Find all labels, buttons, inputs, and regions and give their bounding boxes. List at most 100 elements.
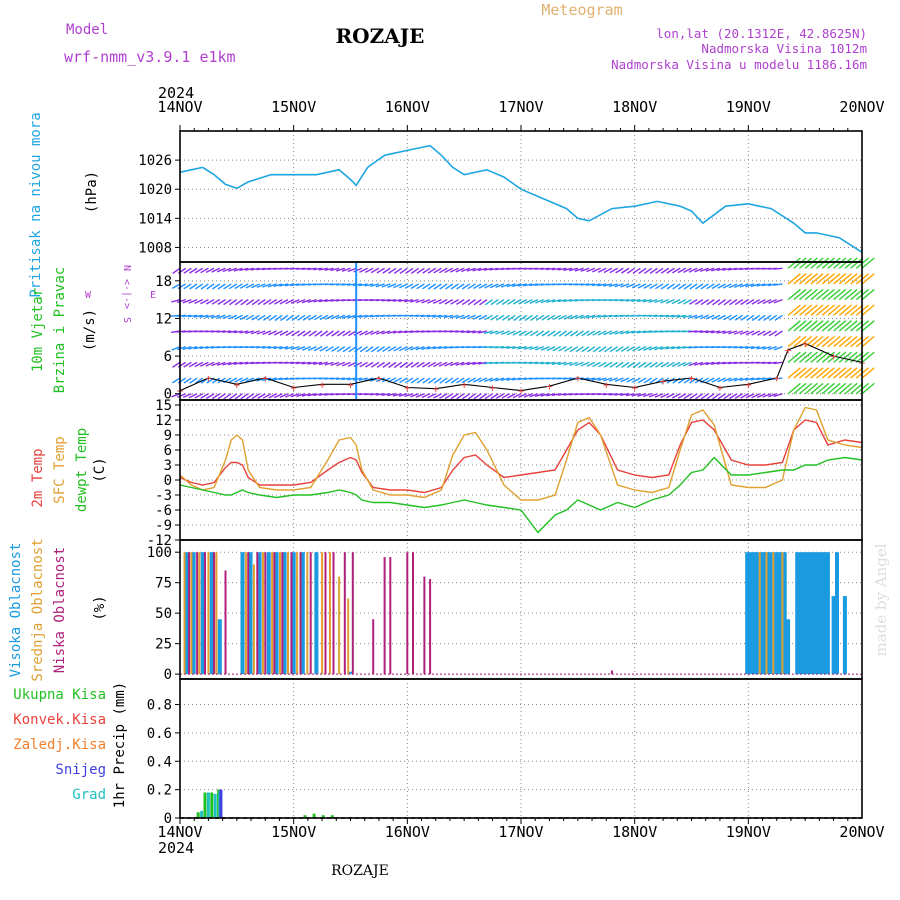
wind-barb: [422, 283, 431, 290]
wind-barb: [285, 330, 295, 337]
wind-barb: [821, 320, 835, 332]
wind-barb: [804, 257, 818, 269]
wind-barb: [821, 273, 835, 285]
wind-barb: [193, 346, 203, 350]
wind-gust-marker: +: [717, 381, 724, 394]
wind-gust-marker: +: [376, 372, 383, 385]
low-cloud-bar: [610, 670, 613, 675]
wind-barb: [750, 377, 760, 381]
wind-barb: [210, 330, 220, 333]
wind-barb: [637, 283, 647, 289]
wind-barb: [665, 298, 675, 304]
wind-barb: [500, 345, 510, 349]
wind-barb: [189, 377, 198, 384]
wind-barb: [827, 257, 841, 269]
wind-gust-marker: +: [489, 381, 496, 394]
pressure-label: Pritisak na nivou mora: [28, 112, 44, 297]
wind-barb: [381, 298, 391, 302]
wind-barb: [268, 314, 278, 321]
wind-barb: [478, 283, 488, 289]
wind-barb: [793, 351, 807, 363]
wind-barb: [637, 346, 647, 352]
wind-barb: [183, 283, 192, 290]
wind-barb: [546, 267, 556, 271]
wind-barb: [861, 382, 875, 395]
wind-barb: [642, 298, 652, 303]
wind-barb: [324, 298, 334, 303]
high-cloud-bar: [291, 552, 296, 675]
wind-barb: [490, 299, 499, 306]
wind-barb: [245, 314, 255, 321]
wind-barb: [621, 267, 630, 274]
wind-barb: [523, 283, 533, 287]
pressure-unit: (hPa): [84, 171, 100, 213]
wind-barb: [393, 361, 403, 369]
wind-barb: [581, 346, 590, 353]
wind-barb: [302, 314, 312, 321]
wind-barb: [347, 314, 357, 319]
wind-barb: [496, 314, 505, 321]
wind-barb: [626, 346, 636, 352]
wind-barb: [705, 330, 715, 334]
wind-barb: [427, 283, 437, 290]
rain-bar: [312, 813, 316, 818]
wind-barb: [655, 283, 664, 290]
date-tick-top: 16NOV: [385, 98, 430, 116]
wind-barb: [705, 377, 715, 383]
precip-tick-label: 0.4: [147, 754, 172, 770]
wind-barb: [302, 346, 311, 351]
wind-barb: [450, 283, 459, 290]
wind-barb: [495, 330, 505, 335]
wind-barb: [592, 346, 601, 353]
wind-barb: [268, 299, 277, 305]
high-cloud-bar: [745, 552, 750, 675]
wind-barb: [182, 298, 192, 304]
high-cloud-bar: [257, 552, 262, 675]
rain-bar: [303, 815, 307, 818]
wind-barb: [404, 377, 414, 384]
wind-barb: [821, 288, 835, 301]
wind-barb: [223, 283, 232, 290]
wind-barb: [222, 330, 232, 333]
model-name: wrf-nmm_v3.9.1 e1km: [64, 48, 236, 66]
high-cloud-bar: [248, 552, 253, 675]
temp-unit: (C): [92, 457, 108, 482]
wind-barb: [211, 267, 221, 273]
wind-barb: [443, 314, 453, 319]
conv-rain-label: Konvek.Kisa: [13, 712, 106, 728]
high-cloud-bar: [748, 552, 753, 675]
wind-barb: [833, 335, 847, 348]
wind-barb: [194, 299, 204, 305]
wind-barb: [821, 351, 835, 363]
wind-barb: [189, 267, 198, 274]
mid-cloud-bar: [215, 552, 218, 675]
wind-barb: [694, 314, 704, 319]
wind-barb: [637, 393, 647, 397]
wind-barb: [827, 273, 841, 285]
wind-barb: [693, 330, 703, 333]
wind-barb: [620, 346, 630, 352]
mid-cloud-bar: [765, 552, 768, 675]
wind-barb: [444, 393, 454, 400]
wind-barb: [211, 393, 221, 400]
wind-barb: [347, 267, 357, 273]
date-tick-top: 19NOV: [726, 98, 771, 116]
wind-barb: [358, 283, 368, 287]
mid-cloud-bar: [207, 552, 210, 675]
low-cloud-bar: [247, 552, 250, 675]
wind-barb: [438, 345, 448, 350]
wind-barb: [558, 346, 567, 352]
wind-barb: [850, 304, 864, 316]
lonlat-label: lon,lat (20.1312E, 42.8625N): [656, 26, 867, 41]
wind-barb: [273, 330, 283, 336]
wind-barb: [461, 314, 471, 320]
wind-barb: [745, 299, 755, 305]
wind-barb: [331, 330, 340, 337]
wind-barb: [495, 283, 505, 289]
wind-barb: [188, 314, 198, 318]
wind-barb: [369, 393, 380, 396]
wind-barb: [793, 335, 807, 348]
date-tick-top: 20NOV: [839, 98, 884, 116]
wind-barb: [409, 298, 419, 303]
wind-barb: [810, 382, 824, 395]
